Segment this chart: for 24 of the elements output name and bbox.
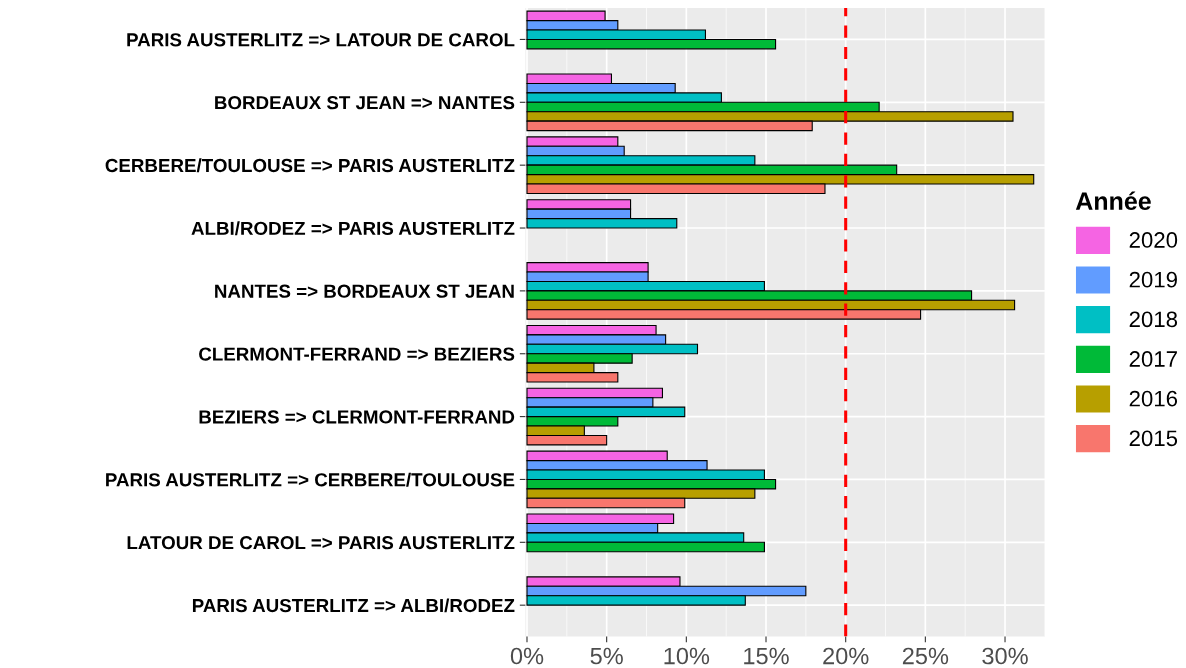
- legend-label: 2017: [1129, 351, 1177, 367]
- x-tick-label: 30%: [982, 647, 1028, 665]
- y-tick-label: BORDEAUX ST JEAN => NANTES: [215, 96, 515, 110]
- y-tick-label: PARIS AUSTERLITZ => ALBI/RODEZ: [192, 598, 515, 613]
- legend-label: 2019: [1129, 271, 1177, 288]
- y-tick-label: CERBERE/TOULOUSE => PARIS AUSTERLITZ: [105, 158, 515, 173]
- legend-title: Année: [1075, 191, 1151, 211]
- x-tick-label: 15%: [744, 647, 789, 665]
- legend-label: 2020: [1129, 232, 1178, 248]
- y-tick-label: PARIS AUSTERLITZ => CERBERE/TOULOUSE: [106, 472, 515, 487]
- y-tick-label: NANTES => BORDEAUX ST JEAN: [215, 284, 514, 298]
- y-tick-label: ALBI/RODEZ => PARIS AUSTERLITZ: [191, 221, 515, 236]
- y-tick-label: BEZIERS => CLERMONT-FERRAND: [199, 410, 515, 424]
- x-tick-label: 0%: [510, 647, 544, 665]
- y-tick-label: CLERMONT-FERRAND => BEZIERS: [199, 347, 515, 361]
- legend-label: 2015: [1129, 430, 1178, 447]
- legend-label: 2016: [1129, 390, 1178, 407]
- x-tick-label: 20%: [823, 647, 869, 665]
- x-tick-label: 10%: [664, 647, 710, 665]
- y-tick-label: PARIS AUSTERLITZ => LATOUR DE CAROL: [127, 33, 515, 47]
- legend-label: 2018: [1129, 311, 1178, 328]
- y-tick-label: LATOUR DE CAROL => PARIS AUSTERLITZ: [127, 536, 515, 550]
- x-tick-label: 25%: [902, 647, 949, 665]
- x-tick-label: 5%: [590, 647, 623, 665]
